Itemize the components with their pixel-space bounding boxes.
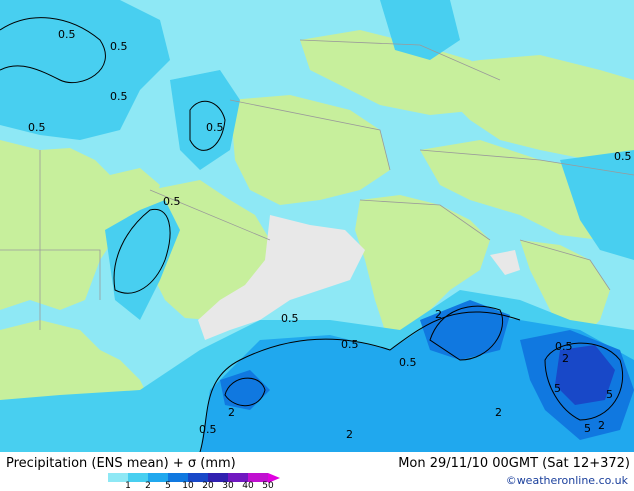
contour-label: 2 [346,428,353,441]
legend-arrow [268,472,280,483]
contour-lines [0,17,624,452]
land-arabia [145,180,270,320]
contour-label: 0.5 [614,150,632,163]
border-line-1 [0,249,101,300]
legend-swatch [188,473,208,482]
legend-tick-label: 20 [202,481,214,491]
contour-label: 0.5 [58,28,76,41]
border-line-8 [519,239,611,291]
border-line-6 [419,149,634,176]
credit-link[interactable]: ©weatheronline.co.uk [505,474,628,487]
precip-level-2-tibet [380,0,460,60]
legend-swatch [208,473,228,482]
legend-swatch [108,473,128,482]
contour-line-bay [429,305,504,361]
border-line-3 [149,189,271,241]
footer-bar: Precipitation (ENS mean) + σ (mm) Mon 29… [0,452,634,490]
precip-layer [0,0,634,452]
contour-line-arabia [113,208,171,294]
contour-line-caspian [189,100,226,151]
contour-label: 2 [562,352,569,365]
contour-label: 2 [598,419,605,432]
land-india [355,195,490,360]
border-line-4 [229,99,391,171]
precip-level-2-caspian [170,70,240,170]
land-iran [230,95,390,205]
color-legend [108,472,280,483]
precip-level-2-arabian-strip [105,200,180,320]
contour-label: 5 [584,422,591,435]
contour-label: 2 [228,406,235,419]
contour-label: 0.5 [110,90,128,103]
contour-line-north [0,17,106,84]
legend-tick-label: 40 [242,481,254,491]
legend-tick-label: 5 [165,481,171,491]
legend-swatch [228,473,248,482]
contour-label: 5 [554,382,561,395]
map-canvas: 0.5 0.5 0.5 0.5 0.5 0.5 0.5 0.5 0.5 0.5 … [0,0,634,452]
border-line-5 [359,199,491,241]
dry-arabian-sea [198,215,365,340]
precip-level-10-bay [420,300,510,360]
land-mongolia [420,55,634,160]
contour-label: 0.5 [341,338,359,351]
contour-label: 0.5 [199,423,217,436]
contour-line-ocean [199,311,521,452]
legend-swatch [248,473,268,482]
contour-line-southwest [224,377,266,407]
contour-label: 0.5 [281,312,299,325]
legend-tick-label: 1 [125,481,131,491]
legend-swatch [168,473,188,482]
contour-label: 5 [606,388,613,401]
contour-labels: 0.5 0.5 0.5 0.5 0.5 0.5 0.5 0.5 0.5 0.5 … [28,28,632,441]
precip-level-2-pacific [560,150,634,260]
contour-label: 0.5 [555,340,573,353]
legend-tick-label: 50 [262,481,274,491]
contour-label: 0.5 [28,121,46,134]
legend-tick-label: 2 [145,481,151,491]
dry-layer [198,215,520,340]
contour-label: 0.5 [206,121,224,134]
precip-level-20-core [555,345,615,405]
legend-swatch [128,473,148,482]
legend-tick-label: 10 [182,481,194,491]
contour-label: 2 [435,308,442,321]
legend-tick-label: 30 [222,481,234,491]
precip-level-2-north [0,0,170,140]
contour-label: 0.5 [110,40,128,53]
legend-swatch [148,473,168,482]
legend-ticks: 1 2 5 10 20 30 40 50 [108,481,308,491]
land-se-asia [520,240,610,340]
product-title: Precipitation (ENS mean) + σ (mm) [6,456,236,471]
precipitation-map: 0.5 0.5 0.5 0.5 0.5 0.5 0.5 0.5 0.5 0.5 … [0,0,634,452]
dry-bay-bengal-north [490,250,520,275]
valid-time: Mon 29/11/10 00GMT (Sat 12+372) [398,456,630,471]
contour-label: 2 [495,406,502,419]
contour-label: 0.5 [399,356,417,369]
borders-layer [0,39,634,330]
contour-line-andaman [544,342,624,421]
border-line-7 [299,39,501,81]
contour-label: 0.5 [163,195,181,208]
